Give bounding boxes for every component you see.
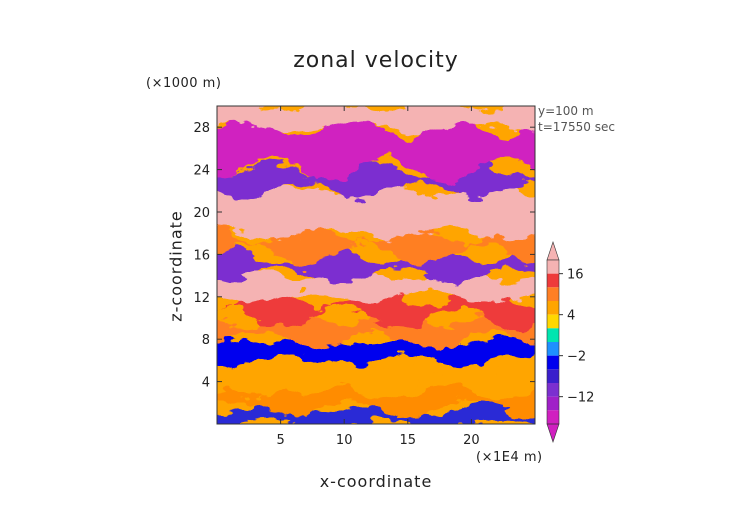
colorbar-segment [547, 301, 559, 315]
colorbar-tick-label: 16 [567, 268, 584, 283]
heatmap-plot-area [217, 106, 535, 424]
x-axis: 5 10 15 20 [276, 106, 480, 448]
annotation-time: t=17550 sec [538, 120, 615, 134]
x-tick-label: 5 [276, 433, 284, 448]
velocity-layer [217, 106, 535, 133]
colorbar-tick-label: −2 [567, 350, 586, 365]
colorbar-segment [547, 383, 559, 397]
colorbar-frame [546, 259, 560, 425]
velocity-layer [217, 184, 535, 240]
y-tick-label: 8 [202, 333, 210, 348]
y-tick-label: 4 [202, 376, 210, 391]
y-tick-label: 24 [193, 164, 210, 179]
annotation-y: y=100 m [538, 104, 594, 118]
y-tick-label: 16 [193, 248, 210, 263]
colorbar-bottom-arrow [546, 423, 560, 443]
colorbar-segment [547, 410, 559, 424]
velocity-layer [217, 115, 535, 182]
colorbar-segment [547, 369, 559, 383]
colorbar: 16 4 −2 −12 [546, 241, 594, 443]
colorbar-segment [547, 355, 559, 370]
y-axis-unit: (×1000 m) [146, 76, 222, 91]
colorbar-top-arrow [546, 241, 560, 261]
x-tick-label: 20 [463, 433, 480, 448]
colorbar-tick-label: −12 [567, 391, 594, 406]
colorbar-segment [547, 273, 559, 288]
y-axis: 4 8 12 16 20 24 28 [193, 121, 535, 391]
velocity-layer [217, 245, 535, 285]
colorbar-segment [547, 342, 559, 356]
y-tick-label: 12 [193, 291, 210, 306]
x-tick-label: 10 [336, 433, 353, 448]
x-axis-unit: (×1E4 m) [476, 450, 543, 465]
y-tick-label: 28 [193, 121, 210, 136]
colorbar-segment [547, 396, 559, 411]
y-tick-label: 20 [193, 206, 210, 221]
velocity-layers [217, 106, 535, 424]
colorbar-segment [547, 287, 559, 301]
colorbar-segment [547, 260, 559, 274]
plot-frame [216, 105, 536, 425]
colorbar-tick-label: 4 [567, 309, 575, 324]
x-axis-label: x-coordinate [319, 472, 433, 491]
x-tick-label: 15 [400, 433, 417, 448]
colorbar-segment [547, 328, 559, 342]
colorbar-segment [547, 314, 559, 329]
chart-title: zonal velocity [293, 48, 459, 73]
